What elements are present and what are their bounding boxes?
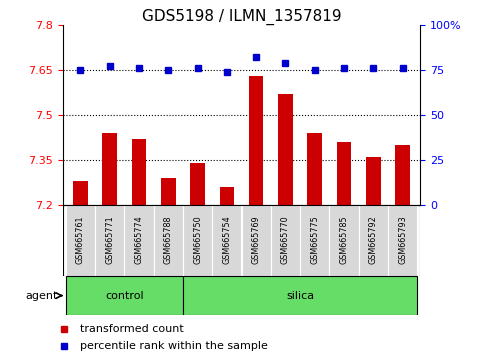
Bar	[395, 145, 410, 205]
Text: agent: agent	[26, 291, 58, 301]
Bar	[388, 205, 417, 276]
Bar	[278, 94, 293, 205]
Text: transformed count: transformed count	[80, 324, 183, 334]
Bar	[329, 205, 359, 276]
Bar	[359, 205, 388, 276]
Text: GDS5198 / ILMN_1357819: GDS5198 / ILMN_1357819	[142, 9, 341, 25]
Bar	[73, 181, 88, 205]
Bar	[102, 133, 117, 205]
Text: GSM665769: GSM665769	[252, 215, 261, 264]
Bar	[249, 76, 263, 205]
Bar	[366, 157, 381, 205]
Bar	[300, 205, 329, 276]
Text: GSM665788: GSM665788	[164, 215, 173, 264]
Text: GSM665774: GSM665774	[134, 215, 143, 264]
Text: GSM665750: GSM665750	[193, 215, 202, 264]
Bar	[190, 163, 205, 205]
Text: silica: silica	[286, 291, 314, 301]
Bar	[161, 178, 176, 205]
Bar	[66, 276, 183, 315]
Text: percentile rank within the sample: percentile rank within the sample	[80, 341, 268, 351]
Text: GSM665785: GSM665785	[340, 215, 349, 264]
Text: GSM665754: GSM665754	[222, 215, 231, 264]
Bar	[183, 205, 212, 276]
Bar	[95, 205, 124, 276]
Text: GSM665775: GSM665775	[310, 215, 319, 264]
Bar	[220, 187, 234, 205]
Text: GSM665792: GSM665792	[369, 215, 378, 264]
Text: control: control	[105, 291, 143, 301]
Bar	[337, 142, 351, 205]
Bar	[307, 133, 322, 205]
Text: GSM665793: GSM665793	[398, 215, 407, 264]
Bar	[132, 139, 146, 205]
Text: GSM665761: GSM665761	[76, 215, 85, 264]
Bar	[154, 205, 183, 276]
Bar	[124, 205, 154, 276]
Text: GSM665771: GSM665771	[105, 215, 114, 264]
Text: GSM665770: GSM665770	[281, 215, 290, 264]
Bar	[183, 276, 417, 315]
Bar	[212, 205, 242, 276]
Bar	[271, 205, 300, 276]
Bar	[66, 205, 95, 276]
Bar	[242, 205, 271, 276]
